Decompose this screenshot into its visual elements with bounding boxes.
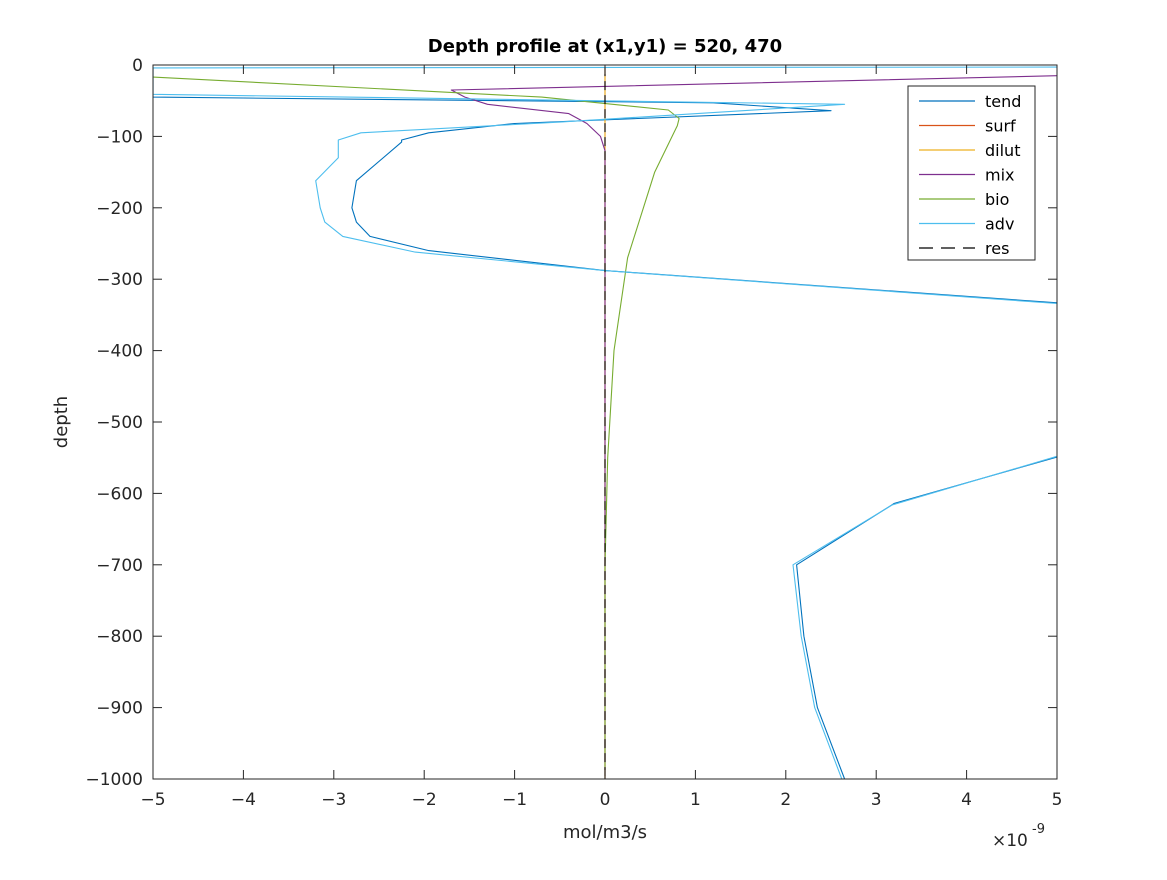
x-tick-label: −4 bbox=[231, 790, 256, 810]
series-line-bio bbox=[153, 76, 680, 779]
legend-label-adv: adv bbox=[985, 215, 1014, 234]
y-tick-label: −1000 bbox=[85, 770, 143, 790]
y-tick-label: −800 bbox=[96, 627, 143, 647]
legend-label-surf: surf bbox=[985, 117, 1016, 136]
x-exponent-base: ×10 bbox=[992, 831, 1028, 851]
series-layer bbox=[153, 66, 1057, 779]
y-tick-label: −500 bbox=[96, 413, 143, 433]
legend-item-tend: tend bbox=[919, 92, 1021, 111]
ticks-layer: −5 −4 −3 −2 −1 0 1 2 3 4 5 0 −100 −200 −300 −400 −500 −60… bbox=[85, 56, 1062, 810]
y-tick-label: −700 bbox=[96, 556, 143, 576]
legend-item-res: res bbox=[919, 239, 1009, 258]
y-tick-label: −200 bbox=[96, 199, 143, 219]
x-tick-label: 1 bbox=[690, 790, 701, 810]
y-tick-label: 0 bbox=[132, 56, 143, 76]
legend-label-mix: mix bbox=[985, 166, 1015, 185]
legend-label-dilut: dilut bbox=[985, 141, 1020, 160]
legend-label-res: res bbox=[985, 239, 1009, 258]
legend-item-adv: adv bbox=[919, 215, 1014, 234]
legend-item-surf: surf bbox=[919, 117, 1016, 136]
x-tick-label: 0 bbox=[600, 790, 611, 810]
y-tick-label: −100 bbox=[96, 127, 143, 147]
x-exponent-power: -9 bbox=[1032, 822, 1045, 837]
legend-item-mix: mix bbox=[919, 166, 1015, 185]
chart-title: Depth profile at (x1,y1) = 520, 470 bbox=[428, 36, 782, 57]
legend-item-bio: bio bbox=[919, 190, 1009, 209]
x-tick-label: 5 bbox=[1052, 790, 1063, 810]
x-axis-label: mol/m3/s bbox=[563, 822, 647, 843]
x-tick-label: 4 bbox=[961, 790, 972, 810]
y-axis-label: depth bbox=[51, 396, 72, 448]
series-line-adv bbox=[153, 66, 1057, 779]
legend: tend surf dilut mix bio adv res bbox=[907, 85, 1036, 261]
y-tick-label: −400 bbox=[96, 342, 143, 362]
legend-box bbox=[907, 85, 1036, 261]
x-tick-label: −2 bbox=[412, 790, 437, 810]
y-tick-label: −900 bbox=[96, 699, 143, 719]
legend-label-bio: bio bbox=[985, 190, 1009, 209]
x-tick-label: −3 bbox=[321, 790, 346, 810]
legend-item-dilut: dilut bbox=[919, 141, 1020, 160]
y-tick-label: −600 bbox=[96, 484, 143, 504]
x-exponent: ×10 -9 bbox=[992, 822, 1045, 851]
y-tick-label: −300 bbox=[96, 270, 143, 290]
legend-label-tend: tend bbox=[985, 92, 1021, 111]
x-tick-label: 2 bbox=[780, 790, 791, 810]
legend-items: tend surf dilut mix bio adv res bbox=[919, 92, 1021, 258]
x-tick-label: −1 bbox=[502, 790, 527, 810]
x-tick-label: −5 bbox=[140, 790, 165, 810]
x-tick-label: 3 bbox=[871, 790, 882, 810]
